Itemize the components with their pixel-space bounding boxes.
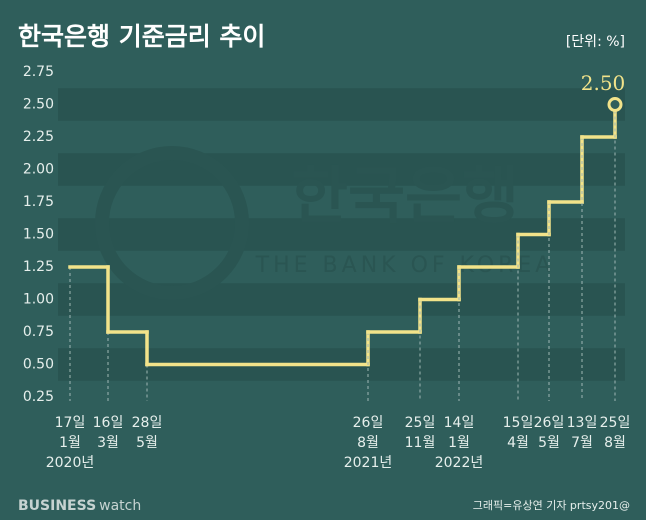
x-tick-label: 15일 [503, 415, 534, 431]
grid-band [58, 88, 625, 121]
unit-label: [단위: %] [566, 34, 625, 50]
x-tick-label: 2020년 [46, 455, 95, 471]
y-tick-label: 1.50 [23, 227, 54, 243]
y-tick-label: 2.50 [23, 97, 54, 113]
x-tick-label: 5월 [136, 435, 158, 451]
brand-business: BUSINESS [18, 498, 96, 514]
x-tick-label: 4월 [507, 435, 529, 451]
value-label: 2.50 [581, 71, 626, 95]
y-tick-label: 0.50 [23, 357, 54, 373]
plot: 2.75 2.50 2.25 2.00 1.75 1.50 1.25 1.00 0.75 0.50… [23, 64, 631, 471]
credit: 그래픽=유상연 기자 prtsy201@ [473, 499, 630, 512]
x-tick-label: 2021년 [344, 455, 393, 471]
x-tick-label: 2022년 [435, 455, 484, 471]
x-tick-label: 1월 [59, 435, 81, 451]
y-tick-label: 1.25 [23, 259, 54, 275]
x-tick-label: 11월 [405, 435, 436, 451]
x-tick-label: 26일 [353, 415, 384, 431]
end-point [607, 97, 623, 112]
y-tick-label: 2.00 [23, 162, 54, 178]
x-tick-label: 16일 [93, 415, 124, 431]
y-tick-label: 1.00 [23, 292, 54, 308]
x-tick-label: 17일 [55, 415, 86, 431]
x-tick-label: 1월 [448, 435, 470, 451]
x-tick-label: 8월 [604, 435, 626, 451]
x-tick-label: 3월 [97, 435, 119, 451]
watermark-logo [95, 146, 249, 300]
x-tick-label: 25일 [600, 415, 631, 431]
brand: BUSINESS watch [18, 498, 141, 514]
x-tick-label: 5월 [538, 435, 560, 451]
y-tick-label: 2.75 [23, 64, 54, 80]
y-tick-label: 0.75 [23, 324, 54, 340]
chart-title: 한국은행 기준금리 추이 [18, 22, 265, 51]
x-tick-label: 28일 [132, 415, 163, 431]
watermark-title: 한국은행 [291, 159, 519, 232]
x-tick-label: 14일 [444, 415, 475, 431]
y-tick-label: 1.75 [23, 194, 54, 210]
x-tick-label: 25일 [405, 415, 436, 431]
x-tick-label: 13일 [567, 415, 598, 431]
x-tick-label: 26일 [534, 415, 565, 431]
y-tick-label: 2.25 [23, 129, 54, 145]
x-tick-label: 8월 [357, 435, 379, 451]
y-tick-label: 0.25 [23, 389, 54, 405]
brand-watch: watch [99, 498, 141, 514]
x-tick-label: 7월 [571, 435, 593, 451]
